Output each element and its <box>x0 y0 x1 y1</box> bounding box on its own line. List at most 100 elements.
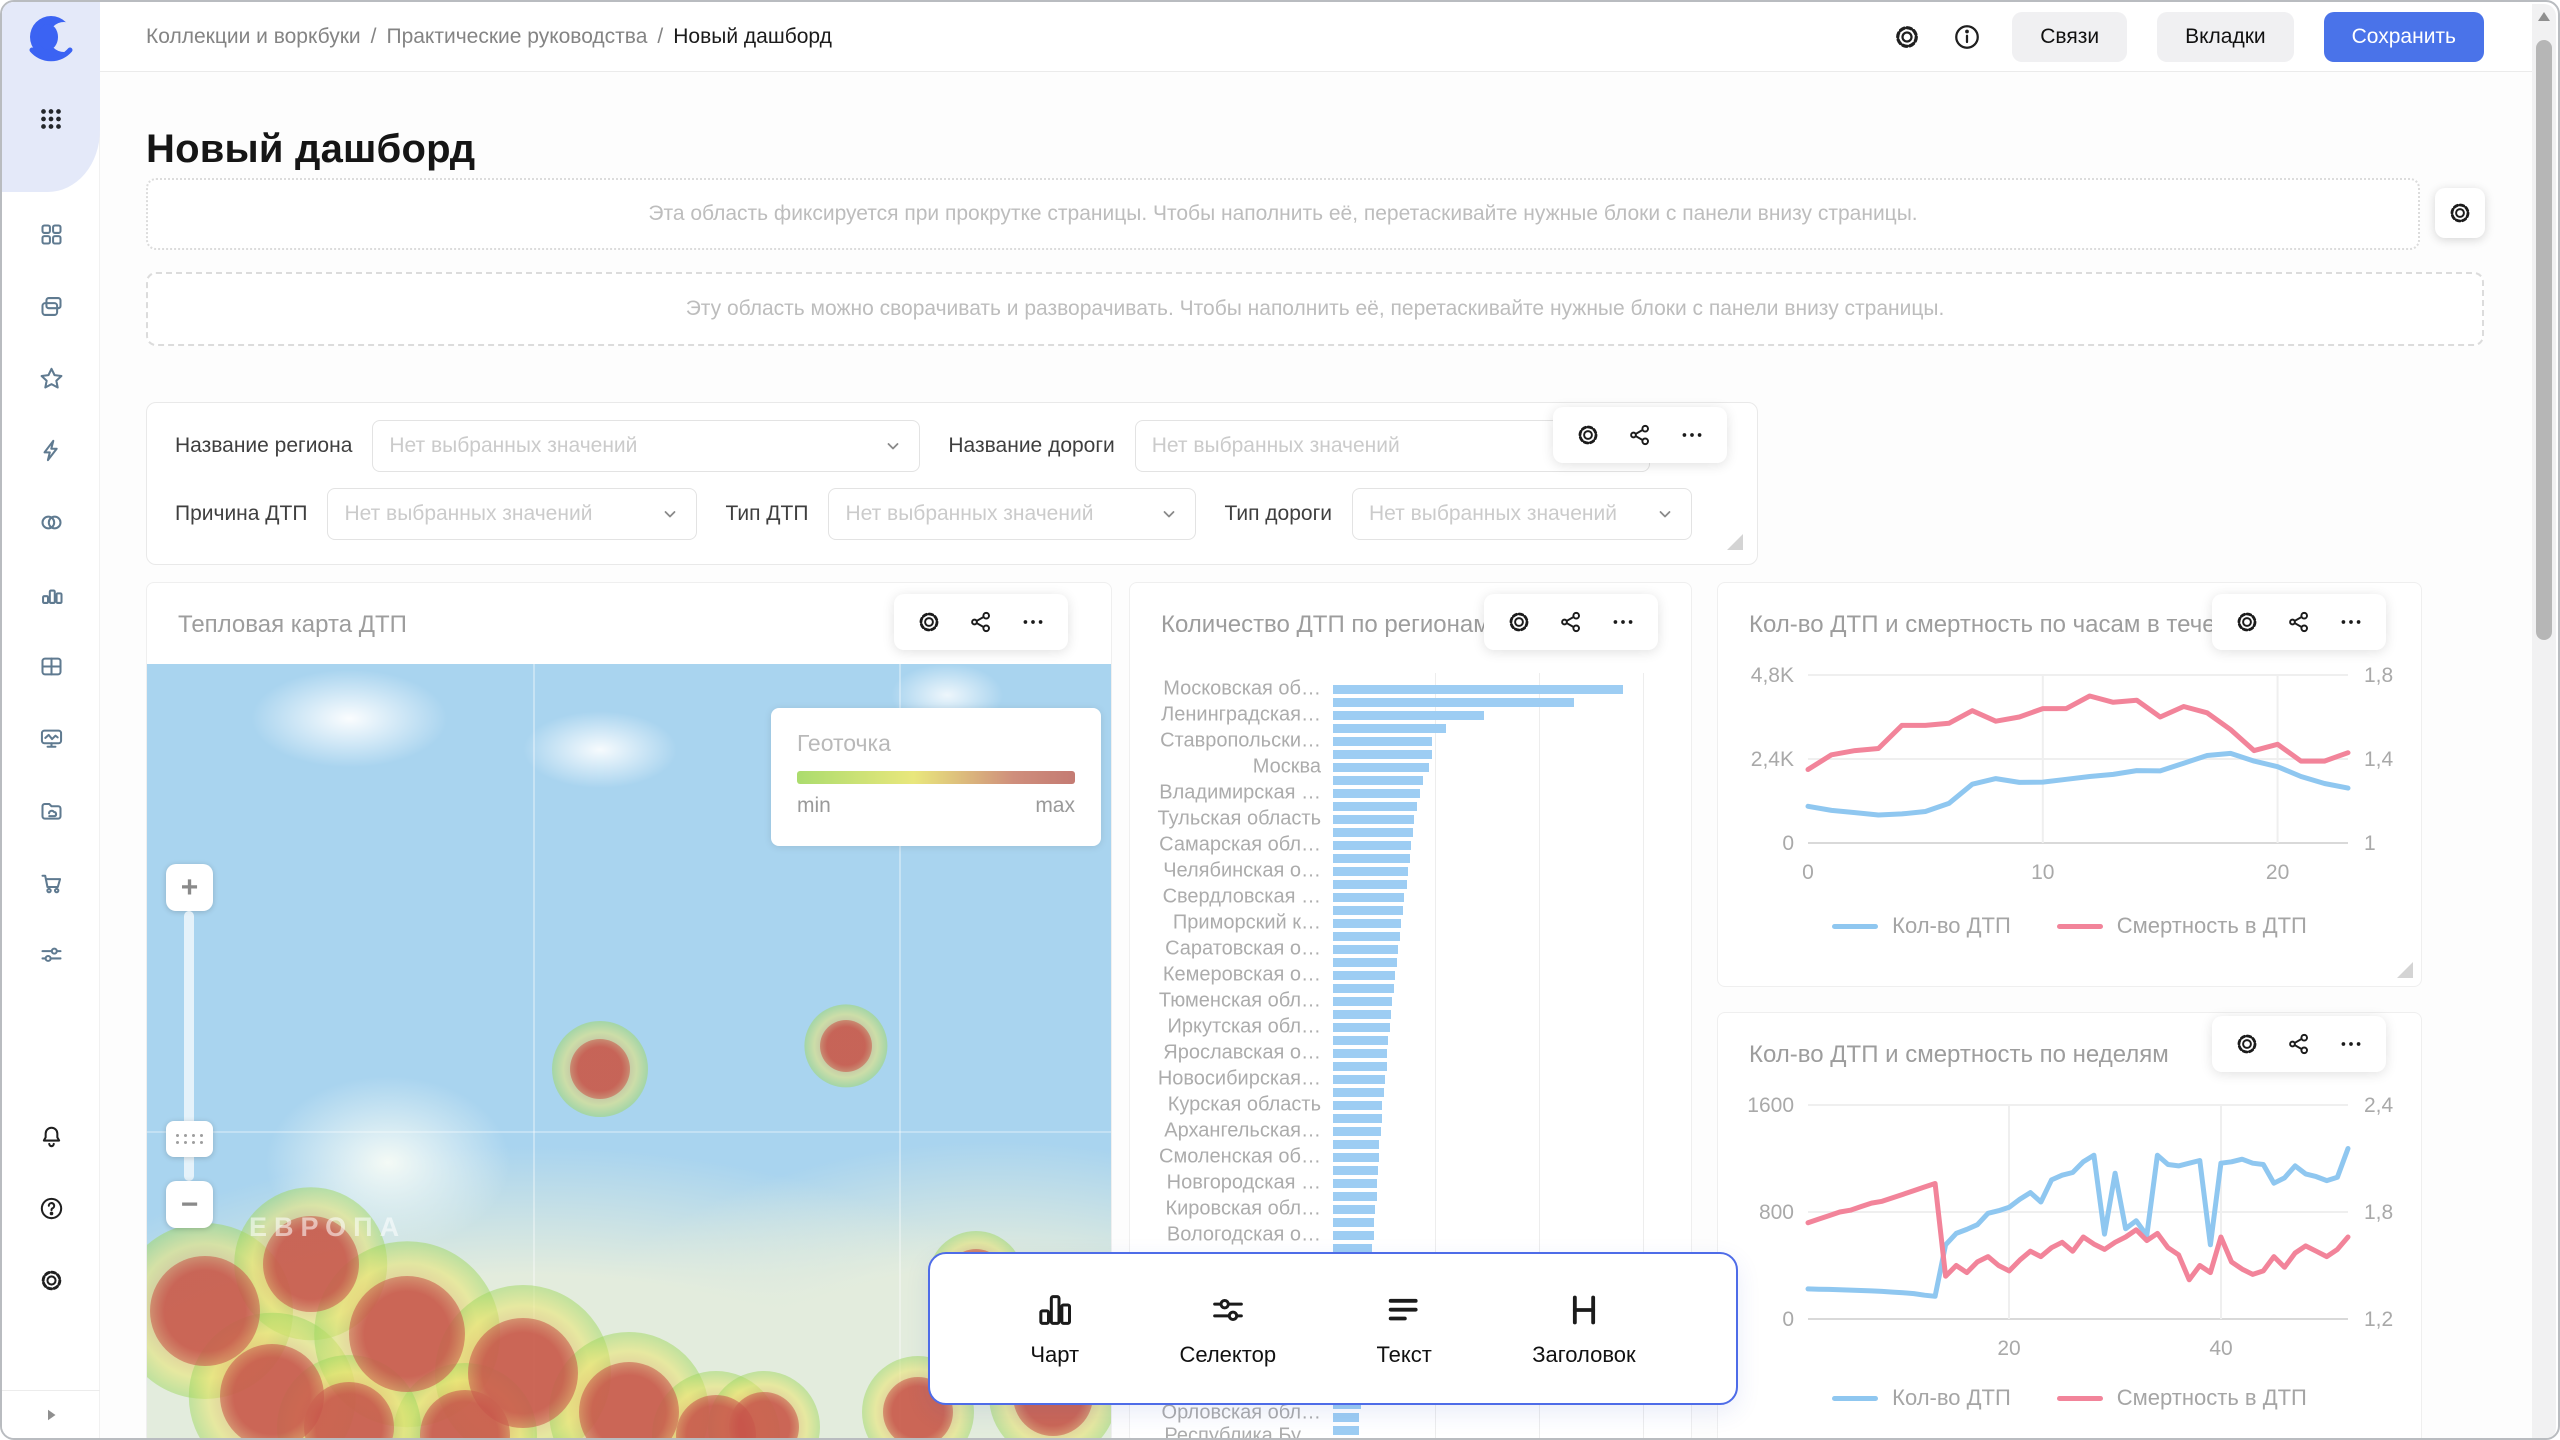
widget-settings-gear-icon[interactable] <box>1506 609 1532 635</box>
legend-item[interactable]: Смертность в ДТП <box>2056 1385 2307 1411</box>
links-button[interactable]: Связи <box>2012 12 2128 62</box>
map-graticule <box>147 1131 1111 1134</box>
breadcrumb-collections[interactable]: Коллекции и воркбуки <box>146 25 361 48</box>
svg-text:0: 0 <box>1782 1308 1794 1331</box>
bar-category-label: Новгородская … <box>1166 1171 1321 1194</box>
scroll-up-arrow-icon[interactable] <box>2538 12 2550 21</box>
fixed-area-placeholder[interactable]: Эта область фиксируется при прокрутке ст… <box>146 178 2420 250</box>
sidebar-item-connections[interactable] <box>2 486 100 558</box>
sidebar-item-services-sliders[interactable] <box>2 918 100 990</box>
sidebar-item-dashboards-grid[interactable] <box>2 198 100 270</box>
legend-item[interactable]: Кол-во ДТП <box>1832 1385 2011 1411</box>
svg-text:2,4: 2,4 <box>2364 1094 2394 1117</box>
map-zoom-slider-track[interactable] <box>184 911 194 1181</box>
chevron-down-icon <box>881 434 905 458</box>
sidebar-item-collections[interactable] <box>2 270 100 342</box>
toolbar-item-text-item[interactable]: Текст <box>1376 1290 1432 1368</box>
sidebar-expander[interactable] <box>2 1390 100 1438</box>
widget-more-icon[interactable] <box>1610 609 1636 635</box>
widget-more-icon[interactable] <box>1020 609 1046 635</box>
line-weeks-widget-controls <box>2212 1016 2386 1072</box>
selector-dropdown-Название региона[interactable]: Нет выбранных значений <box>372 420 921 472</box>
bar-mark <box>1333 788 1420 798</box>
widget-settings-gear-icon[interactable] <box>2234 1031 2260 1057</box>
topbar: Коллекции и воркбуки / Практические руко… <box>100 2 2536 72</box>
bar-mark <box>1333 1178 1377 1188</box>
widget-links-icon[interactable] <box>968 609 994 635</box>
widget-links-icon[interactable] <box>2286 609 2312 635</box>
services-sliders-icon <box>38 941 65 968</box>
save-button[interactable]: Сохранить <box>2323 12 2484 62</box>
widget-settings-gear-icon[interactable] <box>2234 609 2260 635</box>
datalens-logo[interactable] <box>25 14 79 66</box>
bar-mark <box>1333 892 1405 902</box>
apps-grid-icon[interactable] <box>2 104 100 134</box>
map-zoom-out-button[interactable]: − <box>166 1181 213 1228</box>
legend-item[interactable]: Кол-во ДТП <box>1832 913 2011 939</box>
legend-series-label: Кол-во ДТП <box>1892 1385 2011 1410</box>
page-scrollbar <box>2532 4 2556 1438</box>
legend-line-swatch <box>1832 1395 1879 1401</box>
bar-mark <box>1333 762 1429 772</box>
fixed-area-settings-button[interactable] <box>2435 188 2485 238</box>
selector-dropdown-Тип ДТП[interactable]: Нет выбранных значений <box>828 488 1197 540</box>
legend-line-swatch <box>1832 923 1879 929</box>
bar-mark <box>1333 1204 1376 1214</box>
sidebar-item-storage-folder[interactable] <box>2 774 100 846</box>
bar-category-label: Москва <box>1252 755 1321 778</box>
widget-more-icon[interactable] <box>1679 422 1705 448</box>
toolbar-item-label: Заголовок <box>1532 1341 1636 1367</box>
toolbar-item-heading-item[interactable]: Заголовок <box>1532 1290 1636 1368</box>
favorites-star-icon <box>38 365 65 392</box>
widget-links-icon[interactable] <box>2286 1031 2312 1057</box>
heat-blob-core <box>349 1275 466 1392</box>
scrollbar-thumb[interactable] <box>2536 40 2552 640</box>
bar-category-label: Владимирская … <box>1159 781 1321 804</box>
widget-settings-gear-icon[interactable] <box>1575 422 1601 448</box>
sidebar-item-tables[interactable] <box>2 630 100 702</box>
selector-placeholder: Нет выбранных значений <box>1368 502 1617 525</box>
sidebar-item-notifications-bell[interactable] <box>2 1100 100 1172</box>
widget-more-icon[interactable] <box>2338 609 2364 635</box>
add-widget-toolbar: Чарт Селектор Текст Заголовок <box>928 1252 1738 1405</box>
widget-settings-gear-icon[interactable] <box>916 609 942 635</box>
sidebar-item-editor-monitor[interactable] <box>2 702 100 774</box>
toolbar-item-chart-item[interactable]: Чарт <box>1030 1290 1079 1368</box>
dashboard-settings-gear-icon[interactable] <box>1892 22 1922 52</box>
breadcrumb-workbook[interactable]: Практические руководства <box>386 25 648 48</box>
widget-more-icon[interactable] <box>2338 1031 2364 1057</box>
bar-gridline <box>1539 673 1540 1438</box>
settings-gear-icon <box>38 1267 65 1294</box>
svg-text:800: 800 <box>1759 1201 1794 1224</box>
tabs-button[interactable]: Вкладки <box>2157 12 2294 62</box>
selector-dropdown-Тип дороги[interactable]: Нет выбранных значений <box>1351 488 1692 540</box>
sidebar-item-charts[interactable] <box>2 558 100 630</box>
sidebar-item-marketplace-cart[interactable] <box>2 846 100 918</box>
heatmap-widget-controls <box>894 594 1068 650</box>
map-zoom-slider-handle[interactable] <box>166 1121 213 1157</box>
bar-mark <box>1333 1243 1373 1253</box>
sidebar-item-favorites-star[interactable] <box>2 342 100 414</box>
sidebar-item-settings-gear[interactable] <box>2 1244 100 1316</box>
svg-text:0: 0 <box>1802 861 1814 884</box>
legend-item[interactable]: Смертность в ДТП <box>2056 913 2307 939</box>
map-zoom-in-button[interactable]: + <box>166 864 213 911</box>
info-icon[interactable] <box>1952 22 1982 52</box>
toolbar-item-selector-item[interactable]: Селектор <box>1179 1290 1276 1368</box>
widget-links-icon[interactable] <box>1627 422 1653 448</box>
widget-title: Кол-во ДТП и смертность по неделям <box>1749 1041 2169 1068</box>
collapsible-area-placeholder[interactable]: Эту область можно сворачивать и разворач… <box>146 272 2484 346</box>
drag-grip-icon <box>175 1134 204 1144</box>
bar-mark <box>1333 1217 1374 1227</box>
sidebar-item-quick-actions-bolt[interactable] <box>2 414 100 486</box>
bar-mark <box>1333 931 1400 941</box>
bar-category-label: Вологодская о… <box>1166 1223 1321 1246</box>
widget-links-icon[interactable] <box>1558 609 1584 635</box>
widget-resize-handle[interactable] <box>2397 962 2413 978</box>
sidebar-item-help[interactable] <box>2 1172 100 1244</box>
sidebar-bottom-nav <box>2 1100 100 1316</box>
svg-text:1,8: 1,8 <box>2364 1201 2393 1224</box>
selector-dropdown-Причина ДТП[interactable]: Нет выбранных значений <box>327 488 698 540</box>
selectors-resize-handle[interactable] <box>1727 534 1743 550</box>
bar-mark <box>1333 983 1394 993</box>
